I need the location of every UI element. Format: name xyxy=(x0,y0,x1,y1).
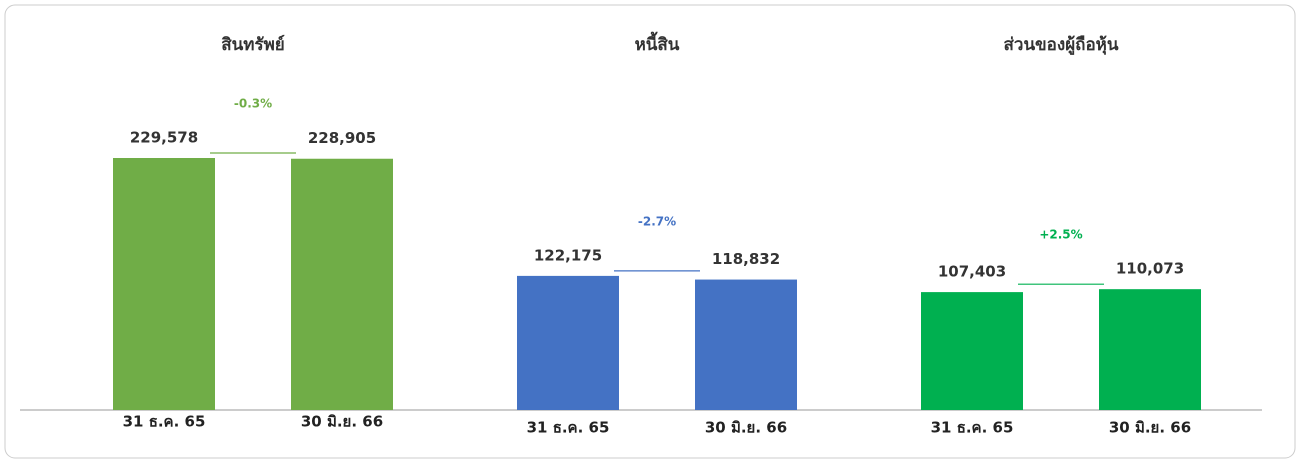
bar xyxy=(1099,289,1201,410)
bar xyxy=(921,292,1023,410)
change-annotation: -0.3% xyxy=(234,97,272,111)
chart-title: สินทรัพย์ xyxy=(221,34,285,55)
value-label: 228,905 xyxy=(308,129,376,147)
x-tick-label: 31 ธ.ค. 65 xyxy=(931,419,1014,437)
change-annotation: -2.7% xyxy=(638,214,676,228)
x-tick-label: 31 ธ.ค. 65 xyxy=(527,419,610,437)
value-label: 118,832 xyxy=(712,250,780,268)
x-tick-label: 30 มิ.ย. 66 xyxy=(1109,419,1191,437)
x-tick-label: 31 ธ.ค. 65 xyxy=(123,413,206,431)
chart-title: หนี้สิน xyxy=(635,31,680,55)
chart-title: ส่วนของผู้ถือหุ้น xyxy=(1004,34,1119,56)
bar xyxy=(695,279,797,410)
value-label: 110,073 xyxy=(1116,260,1184,278)
x-tick-label: 30 มิ.ย. 66 xyxy=(301,413,383,431)
x-tick-label: 30 มิ.ย. 66 xyxy=(705,419,787,437)
bar xyxy=(517,275,619,410)
change-annotation: +2.5% xyxy=(1039,228,1082,242)
value-label: 229,578 xyxy=(130,129,198,147)
bar xyxy=(291,158,393,410)
value-label: 122,175 xyxy=(534,246,602,264)
value-label: 107,403 xyxy=(938,263,1006,281)
bar xyxy=(113,158,215,410)
